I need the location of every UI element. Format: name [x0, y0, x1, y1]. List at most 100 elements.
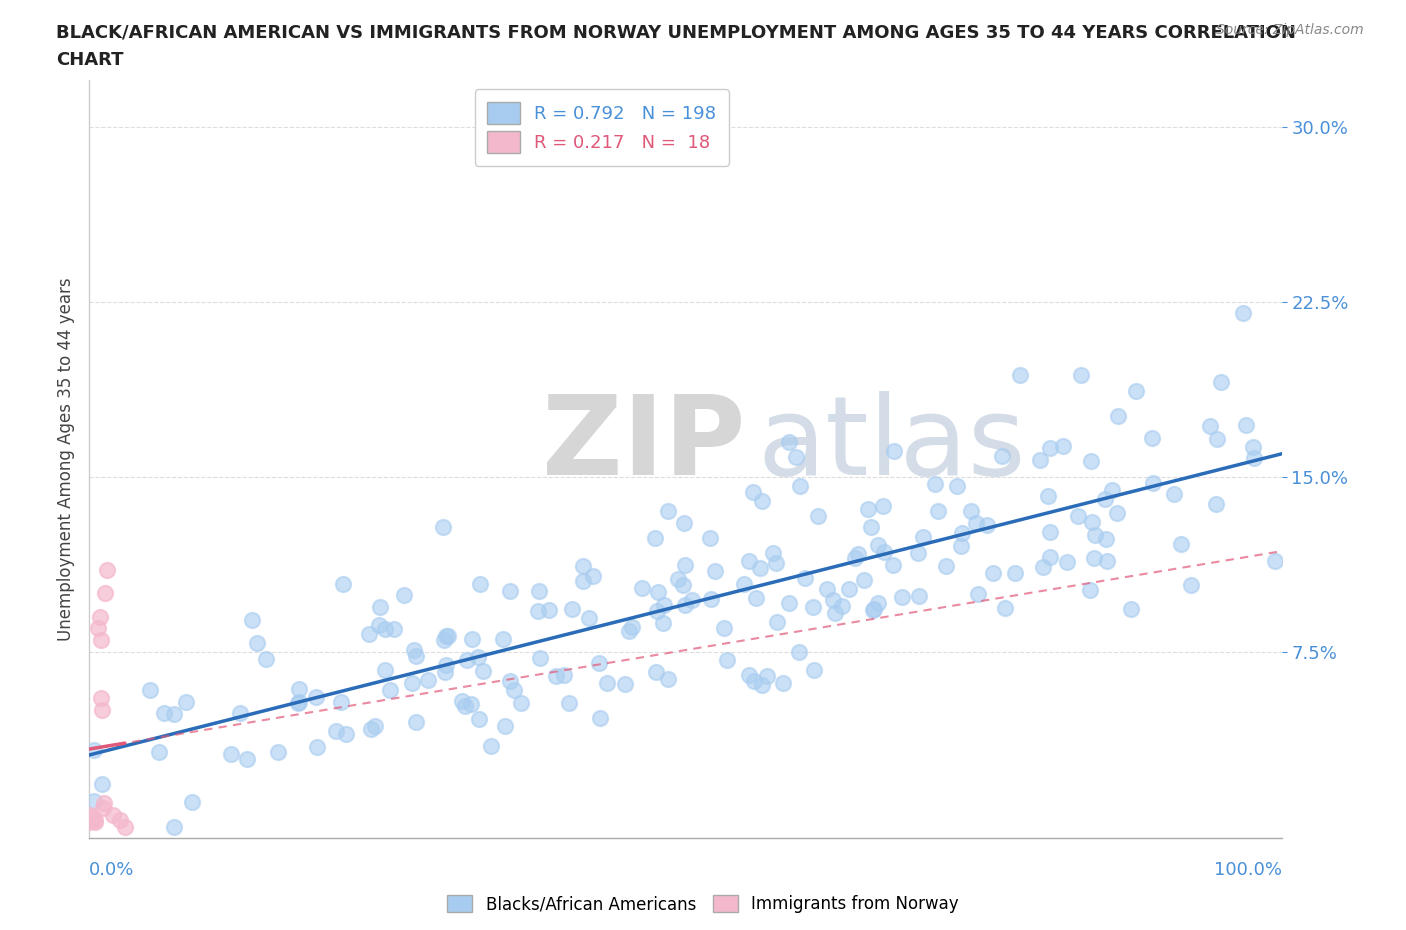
Point — [288, 695, 311, 710]
Point — [738, 554, 761, 569]
Point — [139, 683, 162, 698]
Point — [240, 613, 263, 628]
Point — [890, 590, 912, 604]
Point — [163, 819, 186, 834]
Point — [652, 615, 675, 630]
Point — [924, 476, 946, 491]
Point — [558, 696, 581, 711]
Point — [863, 602, 886, 617]
Point — [1121, 602, 1143, 617]
Point — [858, 501, 880, 516]
Point — [499, 583, 522, 598]
Point — [499, 674, 522, 689]
Point — [90, 691, 112, 706]
Text: ZIP: ZIP — [543, 391, 745, 498]
Point — [716, 653, 738, 668]
Point — [907, 546, 929, 561]
Point — [380, 683, 402, 698]
Point — [392, 588, 415, 603]
Point — [681, 592, 703, 607]
Point — [1095, 532, 1118, 547]
Point — [1107, 409, 1129, 424]
Point — [479, 738, 502, 753]
Point — [434, 658, 457, 672]
Point — [434, 629, 457, 644]
Point — [87, 621, 110, 636]
Point — [287, 696, 309, 711]
Point — [946, 478, 969, 493]
Point — [83, 743, 105, 758]
Point — [1056, 555, 1078, 570]
Point — [526, 604, 548, 618]
Point — [79, 807, 101, 822]
Point — [1094, 491, 1116, 506]
Point — [859, 519, 882, 534]
Point — [981, 565, 1004, 580]
Point — [631, 580, 654, 595]
Text: 100.0%: 100.0% — [1213, 861, 1282, 879]
Point — [785, 449, 807, 464]
Point — [751, 494, 773, 509]
Point — [582, 568, 605, 583]
Point — [453, 698, 475, 713]
Point — [766, 615, 789, 630]
Point — [1039, 441, 1062, 456]
Point — [965, 515, 987, 530]
Point — [1084, 528, 1107, 543]
Point — [1070, 367, 1092, 382]
Point — [456, 652, 478, 667]
Point — [652, 598, 675, 613]
Point — [108, 812, 131, 827]
Point — [912, 529, 935, 544]
Point — [772, 675, 794, 690]
Point — [950, 538, 973, 553]
Point — [368, 600, 391, 615]
Point — [1080, 454, 1102, 469]
Text: CHART: CHART — [56, 51, 124, 69]
Point — [1083, 551, 1105, 565]
Point — [546, 669, 568, 684]
Point — [1039, 550, 1062, 565]
Point — [401, 675, 423, 690]
Point — [332, 577, 354, 591]
Point — [741, 485, 763, 499]
Point — [153, 706, 176, 721]
Point — [815, 581, 838, 596]
Point — [1241, 440, 1264, 455]
Point — [492, 631, 515, 646]
Point — [246, 636, 269, 651]
Text: BLACK/AFRICAN AMERICAN VS IMMIGRANTS FROM NORWAY UNEMPLOYMENT AMONG AGES 35 TO 4: BLACK/AFRICAN AMERICAN VS IMMIGRANTS FRO… — [56, 23, 1296, 41]
Point — [927, 503, 949, 518]
Point — [529, 584, 551, 599]
Point — [807, 509, 830, 524]
Point — [789, 478, 811, 493]
Point — [325, 724, 347, 738]
Point — [96, 563, 118, 578]
Text: Source: ZipAtlas.com: Source: ZipAtlas.com — [1216, 23, 1364, 37]
Point — [737, 667, 759, 682]
Y-axis label: Unemployment Among Ages 35 to 44 years: Unemployment Among Ages 35 to 44 years — [58, 277, 75, 641]
Point — [1234, 418, 1257, 432]
Point — [1038, 489, 1060, 504]
Point — [90, 777, 112, 791]
Point — [468, 711, 491, 726]
Point — [761, 546, 783, 561]
Point — [852, 572, 875, 587]
Point — [755, 669, 778, 684]
Point — [787, 644, 810, 659]
Point — [578, 610, 600, 625]
Point — [304, 690, 326, 705]
Point — [617, 624, 640, 639]
Point — [824, 605, 846, 620]
Point — [450, 694, 472, 709]
Point — [373, 621, 395, 636]
Point — [1264, 553, 1286, 568]
Point — [699, 530, 721, 545]
Point — [357, 627, 380, 642]
Point — [1209, 375, 1232, 390]
Point — [908, 589, 931, 604]
Point — [148, 745, 170, 760]
Point — [862, 602, 884, 617]
Point — [647, 585, 669, 600]
Point — [433, 665, 456, 680]
